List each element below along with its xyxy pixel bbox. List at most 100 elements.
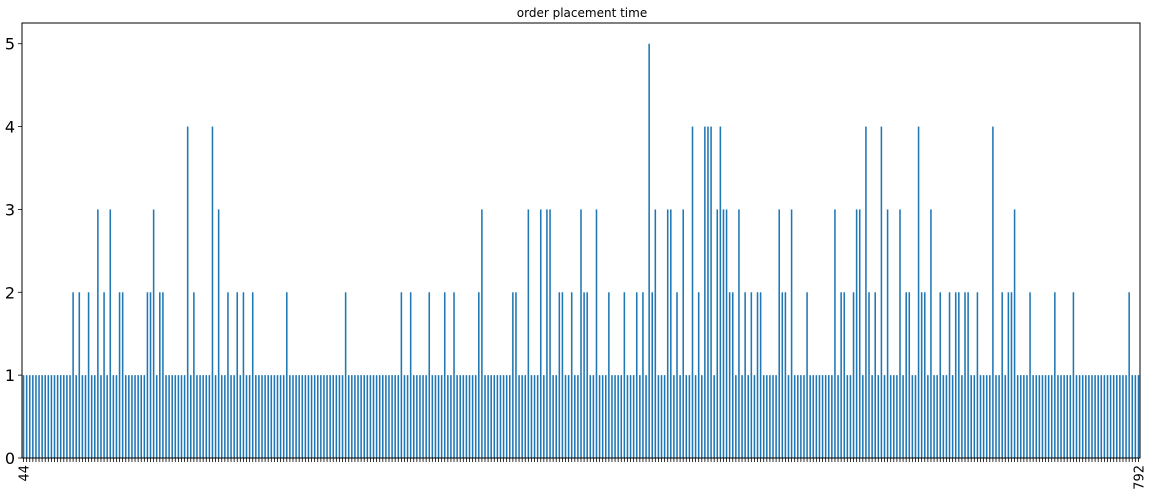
bar	[177, 375, 180, 458]
bar	[536, 375, 539, 458]
chart-title: order placement time	[517, 6, 647, 20]
bar	[728, 292, 731, 458]
bar	[32, 375, 34, 458]
bar	[868, 292, 870, 458]
bar	[998, 375, 1000, 458]
bar	[1081, 375, 1084, 458]
bar	[400, 292, 403, 458]
bar	[716, 209, 719, 458]
bar	[131, 375, 133, 458]
bar	[471, 375, 474, 458]
bar	[731, 292, 734, 458]
bar	[676, 292, 678, 458]
bar	[75, 375, 77, 458]
bar	[481, 209, 483, 458]
bar	[831, 375, 833, 458]
bar	[772, 375, 774, 458]
bar	[713, 375, 715, 458]
bar	[205, 375, 208, 458]
bar	[617, 375, 619, 458]
bar	[871, 375, 873, 458]
bar	[180, 375, 183, 458]
bar	[1112, 375, 1115, 458]
y-tick-label: 5	[5, 35, 15, 54]
bar	[852, 292, 855, 458]
bar	[524, 375, 527, 458]
bar	[366, 375, 369, 458]
bar	[137, 375, 139, 458]
bar	[282, 375, 285, 458]
bar	[679, 375, 681, 458]
bar	[385, 375, 387, 458]
y-tick-label: 4	[5, 118, 15, 137]
bar	[1063, 375, 1065, 458]
bar	[276, 375, 279, 458]
bar	[1004, 375, 1007, 458]
bar	[725, 209, 728, 458]
bar	[465, 375, 468, 458]
bar	[595, 209, 598, 458]
bar	[530, 375, 533, 458]
bar	[682, 209, 684, 458]
bar	[982, 375, 985, 458]
bar	[360, 375, 362, 458]
bar	[509, 375, 511, 458]
bar	[1106, 375, 1109, 458]
bar	[663, 375, 666, 458]
bar	[1088, 375, 1090, 458]
bar	[570, 292, 573, 458]
bar	[388, 375, 390, 458]
bar	[893, 375, 895, 458]
bar	[174, 375, 177, 458]
bar	[896, 375, 898, 458]
bar	[1094, 375, 1096, 458]
bar	[295, 375, 297, 458]
bar	[1038, 375, 1041, 458]
bar	[87, 292, 90, 458]
bar	[453, 292, 455, 458]
bar	[889, 375, 892, 458]
bar	[660, 375, 663, 458]
bar	[502, 375, 505, 458]
bar	[586, 292, 588, 458]
bar	[363, 375, 365, 458]
bar	[118, 292, 121, 458]
bar	[106, 375, 108, 458]
bar	[781, 292, 784, 458]
bar	[320, 375, 322, 458]
bar	[1103, 375, 1106, 458]
bar	[168, 375, 170, 458]
bar	[939, 292, 942, 458]
bar	[1057, 375, 1059, 458]
bar	[558, 292, 561, 458]
bar	[112, 375, 115, 458]
bar	[307, 375, 310, 458]
bar	[601, 375, 604, 458]
bar	[146, 292, 149, 458]
bar	[995, 375, 997, 458]
bar	[769, 375, 771, 458]
bar	[217, 209, 220, 458]
bar	[341, 375, 344, 458]
bar	[335, 375, 338, 458]
bar	[1023, 375, 1025, 458]
bar	[264, 375, 266, 458]
bar	[1050, 375, 1053, 458]
bar	[555, 375, 557, 458]
bar	[149, 292, 152, 458]
bar	[883, 375, 886, 458]
bar	[84, 375, 87, 458]
bar	[970, 375, 972, 458]
bar	[437, 375, 440, 458]
bar	[778, 209, 780, 458]
bar	[800, 375, 802, 458]
bar	[193, 292, 195, 458]
bar	[94, 375, 96, 458]
bar	[357, 375, 359, 458]
bar	[1026, 375, 1028, 458]
bar	[1137, 375, 1140, 458]
bar	[623, 292, 626, 458]
bar	[657, 375, 660, 458]
bar	[270, 375, 273, 458]
bar	[456, 375, 458, 458]
